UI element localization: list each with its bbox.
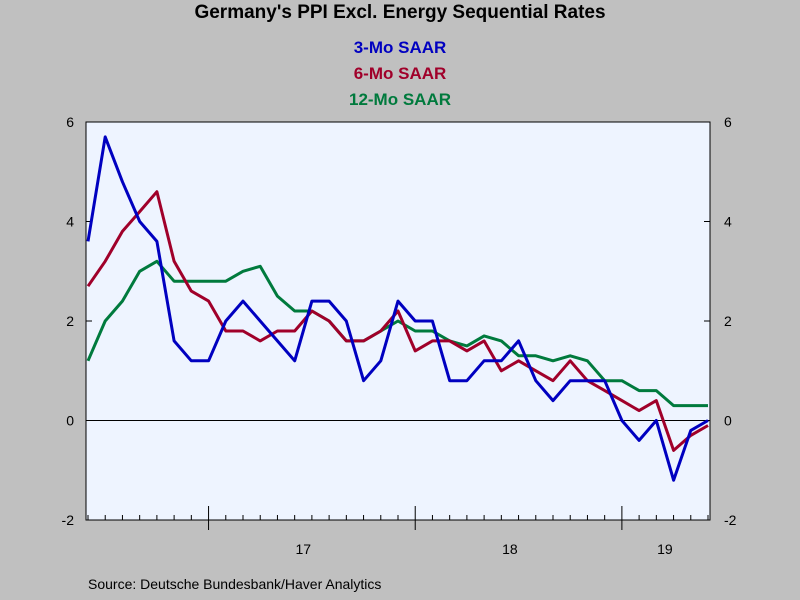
legend-entry-6mo: 6-Mo SAAR	[353, 64, 447, 83]
y-tick-label-right: 4	[724, 214, 732, 230]
x-tick-label: 19	[657, 541, 673, 557]
chart-title: Germany's PPI Excl. Energy Sequential Ra…	[194, 2, 606, 23]
y-tick-label-right: 6	[724, 114, 732, 130]
x-tick-label: 18	[502, 541, 518, 557]
series-line-3-mo-saar	[86, 135, 709, 482]
legend-entry-3mo: 3-Mo SAAR	[353, 38, 447, 57]
series-lines	[86, 135, 709, 482]
y-tick-label-left: 4	[66, 214, 74, 230]
legend-entry-12mo: 12-Mo SAAR	[348, 90, 451, 109]
y-tick-label-right: 2	[724, 313, 732, 329]
source-note: Source: Deutsche Bundesbank/Haver Analyt…	[88, 576, 382, 592]
y-tick-label-left: 0	[66, 413, 74, 429]
y-tick-label-left: 2	[66, 313, 74, 329]
y-tick-label-left: 6	[66, 114, 74, 130]
x-tick-label: 17	[295, 541, 311, 557]
y-tick-label-left: -2	[62, 512, 75, 528]
y-tick-label-right: 0	[724, 413, 732, 429]
axes: -2 -2 0 0 2 2 4 4 6 6 17 18 19	[62, 114, 737, 557]
y-tick-label-right: -2	[724, 512, 737, 528]
series-line-6-mo-saar	[86, 190, 709, 452]
